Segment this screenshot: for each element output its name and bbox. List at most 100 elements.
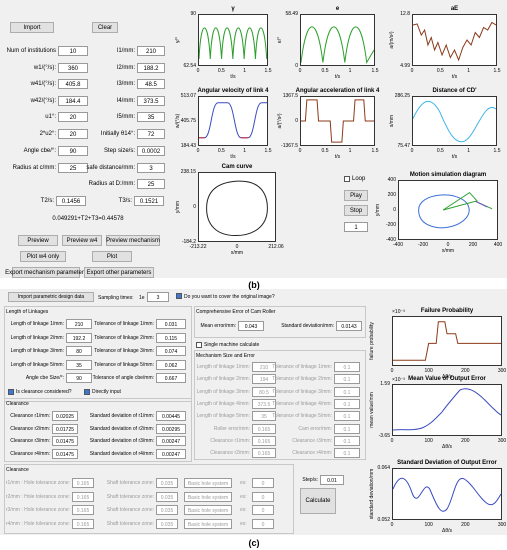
button[interactable]: Play: [344, 190, 368, 201]
input-box[interactable]: 48.5: [137, 79, 165, 89]
input-box[interactable]: 0.165: [72, 478, 94, 488]
input-box[interactable]: 210: [252, 362, 276, 372]
input-box[interactable]: 0.074: [156, 346, 186, 356]
input-box[interactable]: 0.165: [252, 435, 276, 446]
input-box[interactable]: 35: [66, 359, 92, 370]
input-box[interactable]: 0.1: [334, 435, 360, 446]
button[interactable]: Import parametric design data: [8, 292, 94, 302]
input-box[interactable]: 373.5: [252, 398, 276, 409]
input-box[interactable]: 0.00247: [156, 436, 186, 446]
button[interactable]: Export other parameters: [84, 267, 154, 278]
input-box[interactable]: 0.035: [156, 518, 178, 529]
input-box[interactable]: 0.1521: [134, 196, 164, 206]
input-box[interactable]: 90: [66, 373, 92, 383]
input-box[interactable]: 0.0143: [336, 321, 362, 331]
checkbox[interactable]: [344, 176, 350, 182]
input-box[interactable]: 80: [66, 346, 92, 356]
input-box[interactable]: 0.035: [156, 491, 178, 502]
input-box[interactable]: 0.062: [156, 359, 186, 370]
input-box[interactable]: 0: [252, 518, 274, 529]
input-box[interactable]: 0.02025: [52, 411, 78, 421]
button[interactable]: Preview mechanism: [106, 235, 160, 246]
input-box[interactable]: 0.00295: [156, 423, 186, 434]
input-box[interactable]: 0: [252, 478, 274, 488]
dropdown[interactable]: Basic hole system: [184, 505, 232, 515]
input-box[interactable]: 35: [252, 411, 276, 422]
checkbox[interactable]: [176, 293, 182, 299]
input-box[interactable]: 3: [137, 162, 165, 173]
checkbox[interactable]: [84, 389, 90, 395]
input-box[interactable]: 184.4: [58, 95, 88, 106]
input-box[interactable]: 210: [137, 46, 165, 56]
input-box[interactable]: 0.035: [156, 478, 178, 488]
input-box[interactable]: 10: [58, 46, 88, 56]
input-box[interactable]: 0.1: [334, 448, 360, 459]
button[interactable]: Export mechanism parameters: [5, 267, 87, 278]
input-box[interactable]: 360: [58, 62, 88, 73]
input-box[interactable]: 188.2: [137, 62, 165, 73]
input-box[interactable]: 0.00247: [156, 448, 186, 459]
input-box[interactable]: 25: [137, 179, 165, 189]
input-box[interactable]: 0.165: [72, 505, 94, 515]
dropdown[interactable]: Basic hole system: [184, 491, 232, 502]
dropdown[interactable]: Basic hole system: [184, 518, 232, 529]
input-box[interactable]: 0.01725: [52, 423, 78, 434]
x-tick-label: 1.5: [493, 68, 501, 74]
input-box[interactable]: 0.1: [334, 398, 360, 409]
input-box[interactable]: 0.115: [156, 332, 186, 343]
input-box[interactable]: 0.1: [334, 411, 360, 422]
input-box[interactable]: 194: [252, 374, 276, 385]
input-box[interactable]: 20: [58, 128, 88, 139]
input-box[interactable]: 25: [58, 162, 88, 173]
input-box[interactable]: 0.165: [72, 518, 94, 529]
input-box[interactable]: 0.1: [334, 423, 360, 434]
input-box[interactable]: 0.0002: [137, 146, 165, 156]
button[interactable]: Import: [10, 22, 54, 33]
button[interactable]: Preview: [18, 235, 58, 246]
input-box[interactable]: 0.1: [334, 362, 360, 372]
input-box[interactable]: 80.5: [252, 386, 276, 397]
button[interactable]: Stop: [344, 205, 368, 216]
input-box[interactable]: 72: [137, 128, 165, 139]
input-box[interactable]: 0.165: [72, 491, 94, 502]
input-box[interactable]: 0.1: [334, 374, 360, 385]
input-box[interactable]: 0.1456: [56, 196, 86, 206]
x-tick-label: 0.5: [436, 68, 444, 74]
input-box[interactable]: 0.01475: [52, 448, 78, 459]
field-label: r1/mm : Hole tolerance zone:: [5, 480, 70, 486]
input-box[interactable]: 0.043: [238, 321, 264, 331]
input-box[interactable]: 0: [252, 505, 274, 515]
dropdown[interactable]: Basic hole system: [184, 478, 232, 488]
input-box[interactable]: 373.5: [137, 95, 165, 106]
x-tick-label: 0.5: [436, 148, 444, 154]
input-box[interactable]: 90: [58, 146, 88, 156]
x-tick-label: 100: [424, 522, 433, 528]
input-box[interactable]: 0.01475: [52, 436, 78, 446]
input-box[interactable]: 0.00445: [156, 411, 186, 421]
button[interactable]: Calculate: [300, 488, 336, 514]
button[interactable]: Plot: [92, 251, 132, 262]
input-box[interactable]: 35: [137, 112, 165, 122]
button[interactable]: Clear: [92, 22, 118, 33]
plot-area: [392, 384, 502, 436]
button[interactable]: Plot w4 only: [20, 251, 66, 262]
input-box[interactable]: 20: [58, 112, 88, 122]
input-box[interactable]: 0.667: [156, 373, 186, 383]
input-box[interactable]: 405.8: [58, 79, 88, 89]
checkbox[interactable]: [196, 342, 202, 348]
checkbox[interactable]: [8, 389, 14, 395]
field-label: Standard deviation of r3/mm:: [89, 438, 154, 444]
dropdown[interactable]: 1: [344, 222, 368, 232]
input-box[interactable]: 0.01: [320, 475, 344, 485]
input-box[interactable]: 0.031: [156, 319, 186, 329]
dropdown[interactable]: 3: [147, 292, 169, 302]
input-box[interactable]: 0: [252, 491, 274, 502]
button[interactable]: Preview w4: [62, 235, 102, 246]
input-box[interactable]: 210: [66, 319, 92, 329]
input-box[interactable]: 192.2: [66, 332, 92, 343]
input-box[interactable]: 0.035: [156, 505, 178, 515]
input-box[interactable]: 0.1: [334, 386, 360, 397]
input-box[interactable]: 0.165: [252, 448, 276, 459]
input-box[interactable]: 0.165: [252, 423, 276, 434]
field-label: Tolerance of linkage 1/mm:: [94, 321, 154, 327]
